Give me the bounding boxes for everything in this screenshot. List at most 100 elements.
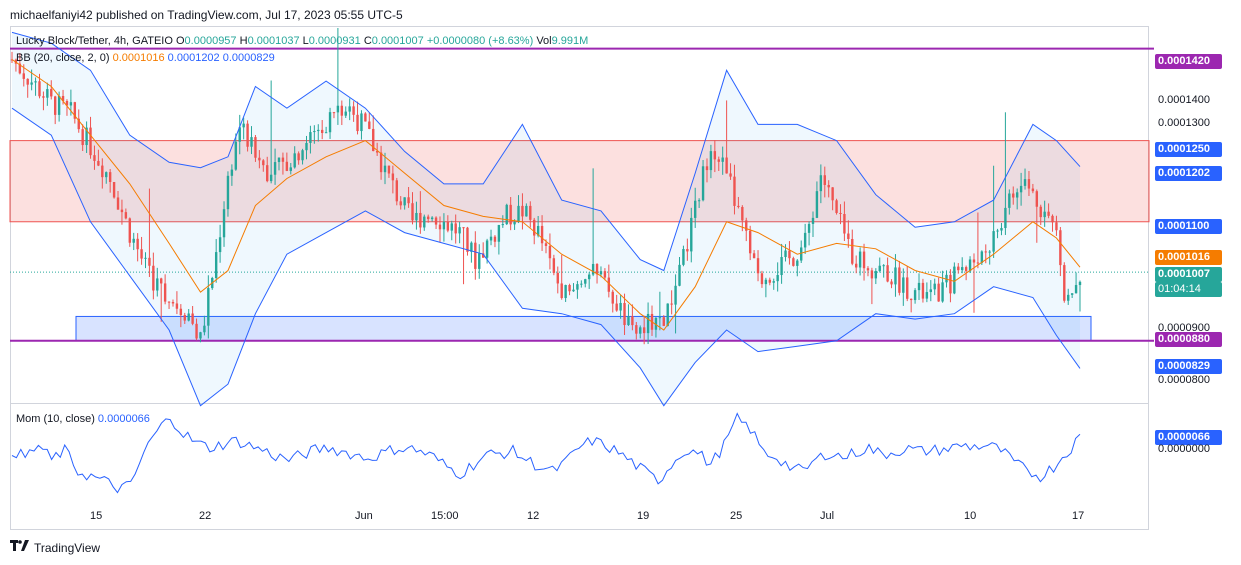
candle-body: [38, 81, 41, 97]
candle-body: [713, 151, 717, 160]
candle-body: [281, 157, 285, 162]
candle-body: [666, 303, 669, 326]
time-label-jul: Jul: [820, 510, 835, 522]
tradingview-logo-icon[interactable]: [10, 540, 30, 555]
price-tick-0000900: 0.0000900: [1158, 322, 1210, 334]
candle-body: [996, 230, 999, 232]
candle-body: [862, 251, 866, 269]
candle-body: [493, 236, 497, 242]
candle-body: [415, 212, 418, 221]
candle-body: [489, 236, 493, 241]
candle-body: [780, 257, 783, 276]
tag-resistance-0001420: 0.0001420: [1155, 54, 1222, 69]
candle-body: [701, 166, 705, 201]
candle-body: [607, 277, 611, 292]
candle-body: [725, 157, 728, 174]
candle-body: [752, 253, 756, 259]
candle-body: [258, 157, 261, 161]
time-label-10: 10: [964, 510, 977, 522]
bb-upper-line: [11, 31, 1081, 272]
tag-bb-upper: 0.0001202: [1155, 166, 1222, 181]
candle-body: [57, 95, 61, 115]
candle-body: [741, 206, 744, 221]
tradingview-brand: TradingView: [34, 540, 101, 555]
candle-body: [505, 204, 508, 225]
candle-body: [383, 165, 387, 173]
candle-body: [1027, 179, 1031, 189]
candle-body: [552, 258, 556, 273]
time-label-jun: Jun: [355, 510, 373, 522]
high-value: 0.0001037: [247, 35, 300, 47]
candle-body: [438, 224, 442, 230]
candle-body: [368, 121, 371, 129]
candle-body: [858, 251, 862, 268]
candle-body: [336, 105, 340, 113]
candle-body: [238, 127, 241, 142]
candle-body: [214, 252, 218, 279]
mom-value: 0.0000066: [97, 413, 150, 425]
candle-body: [800, 247, 803, 261]
candle-body: [77, 118, 80, 130]
close-label: C: [363, 35, 372, 47]
candle-body: [953, 266, 956, 294]
candle-body: [658, 317, 662, 319]
candle-body: [34, 81, 37, 83]
candle-body: [913, 290, 917, 301]
candle-body: [379, 152, 383, 173]
candle-body: [434, 217, 438, 225]
bb-band-fill: [12, 32, 1080, 406]
zone-0: [9, 140, 1150, 223]
candle-body: [466, 227, 469, 252]
candle-body: [745, 220, 748, 231]
candle-body: [1047, 211, 1050, 216]
candle-body: [485, 240, 489, 258]
candle-body: [678, 264, 681, 286]
candle-body: [218, 237, 222, 253]
candle-body: [584, 279, 587, 284]
tag-last-price: 0.0001007: [1155, 267, 1222, 282]
candle-body: [654, 317, 658, 330]
candle-body: [811, 217, 815, 224]
candle-body: [906, 277, 909, 299]
candle-body: [1051, 215, 1054, 223]
candle-body: [933, 283, 936, 290]
candle-body: [882, 265, 885, 267]
candle-body: [529, 205, 532, 220]
bb-basis-value: 0.0001016: [112, 52, 165, 64]
candle-body: [450, 223, 453, 231]
candle-body: [419, 212, 422, 228]
candle-body: [65, 100, 69, 106]
candle-body: [674, 285, 677, 305]
low-label: L: [302, 35, 309, 47]
candle-body: [144, 257, 147, 259]
candle-body: [533, 219, 536, 236]
candle-body: [1078, 281, 1082, 286]
candle-body: [81, 129, 84, 146]
candle-body: [297, 153, 300, 161]
candle-body: [513, 221, 516, 225]
candle-body: [902, 277, 905, 293]
candle-body: [1063, 265, 1066, 301]
candle-body: [140, 249, 143, 259]
candle-body: [536, 225, 540, 236]
candle-body: [364, 113, 367, 122]
candle-body: [481, 253, 485, 258]
tag-bb-lower: 0.0000829: [1155, 359, 1222, 374]
candle-body: [729, 173, 732, 177]
candle-body: [501, 224, 505, 226]
candle-body: [972, 259, 976, 263]
candle-body: [976, 262, 980, 264]
candle-body: [183, 315, 186, 321]
candle-body: [544, 243, 548, 246]
mom-legend: Mom (10, close) 0.0000066: [16, 412, 150, 426]
candle-body: [128, 218, 131, 243]
candle-body: [796, 260, 799, 266]
candle-body: [866, 268, 870, 271]
candle-body: [697, 200, 701, 202]
candle-body: [1023, 179, 1027, 186]
ohlc-legend: Lucky Block/Tether, 4h, GATEIO O0.000095…: [16, 34, 588, 48]
candle-body: [207, 288, 210, 326]
candle-body: [427, 216, 430, 220]
chart-frame[interactable]: [10, 26, 1149, 530]
